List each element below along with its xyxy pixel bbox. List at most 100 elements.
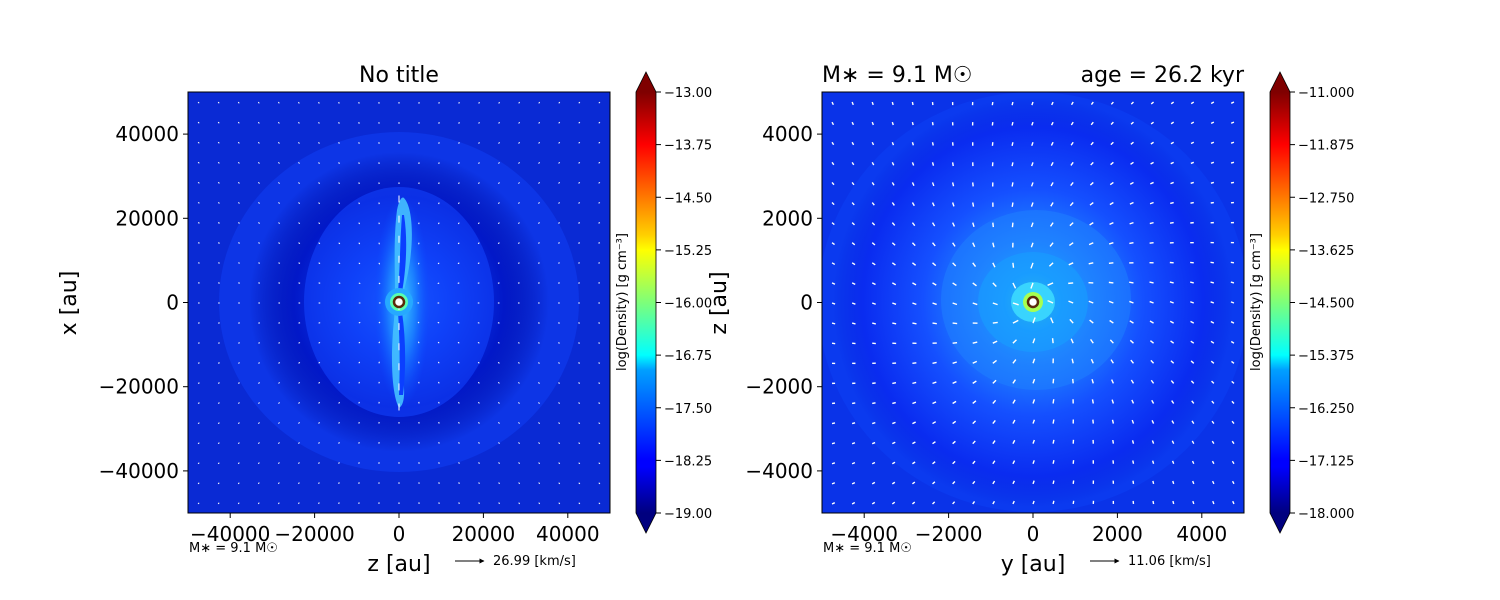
velocity-arrow [952,481,956,485]
x-tick-label: −40000 [190,522,270,546]
velocity-arrow [1012,282,1017,289]
velocity-arrow [298,242,301,244]
velocity-arrow [497,222,500,225]
velocity-arrow [558,161,561,164]
velocity-arrow [911,121,914,126]
velocity-arrow [892,401,896,405]
velocity-arrow [437,262,440,265]
velocity-arrow [1012,339,1017,344]
velocity-arrow [911,262,917,266]
velocity-arrow [598,482,601,485]
velocity-arrow [1011,142,1014,146]
velocity-arrow [911,202,915,207]
velocity-arrow [1129,181,1134,185]
velocity-arrow [1190,340,1195,344]
x-tick-label: −2000 [915,522,983,546]
velocity-arrow [1110,121,1114,125]
velocity-arrow [517,242,520,244]
velocity-arrow [437,341,440,344]
velocity-arrow [1170,181,1174,185]
velocity-arrow [1108,300,1114,304]
colorbar-tick-label: −14.50 [664,191,712,206]
colorbar-tick-label: −15.25 [664,244,712,259]
velocity-arrow [417,262,420,265]
velocity-arrow [197,161,200,164]
velocity-arrow [538,442,541,445]
velocity-arrow [498,462,500,465]
velocity-arrow [1230,281,1235,284]
velocity-arrow [518,202,520,204]
colorbar-tick-label: −13.625 [1298,244,1354,259]
velocity-arrow [1050,317,1054,324]
velocity-arrow [598,502,601,505]
velocity-arrow [1109,181,1114,186]
colorbar-tick-label: −18.000 [1298,507,1354,522]
velocity-arrow [1089,201,1094,206]
velocity-arrow [217,101,220,104]
velocity-arrow [237,442,240,445]
velocity-arrow [237,402,240,404]
velocity-arrow [438,381,440,384]
velocity-arrow [598,121,601,124]
velocity-arrow [298,442,300,444]
colorbar-tick-label: −18.25 [664,454,712,469]
velocity-arrow [558,462,561,465]
colorbar-tick-label: −17.125 [1298,454,1354,469]
velocity-arrow [992,460,996,465]
velocity-arrow [497,262,500,264]
velocity-arrow [298,101,300,104]
velocity-arrow [871,242,876,246]
velocity-arrow [237,121,240,124]
velocity-arrow [1150,359,1155,364]
velocity-arrow [378,262,381,265]
velocity-arrow [318,381,321,384]
velocity-arrow [237,101,240,104]
velocity-arrow [972,501,976,505]
velocity-arrow [378,242,380,245]
velocity-arrow [278,222,281,224]
velocity-arrow [278,462,280,465]
velocity-arrow [1231,420,1235,425]
velocity-arrow [458,421,460,424]
velocity-arrow [912,421,916,425]
velocity-arrow [417,341,420,344]
left-density-map [188,92,610,513]
velocity-arrow [237,482,240,485]
velocity-arrow [517,222,520,224]
velocity-arrow [1070,181,1074,187]
velocity-arrow [1150,161,1154,165]
velocity-arrow [1230,301,1235,304]
velocity-arrow [952,341,958,344]
velocity-arrow [951,222,956,227]
velocity-arrow [338,162,340,165]
velocity-arrow [1068,262,1074,266]
velocity-arrow [1030,182,1034,187]
velocity-arrow [318,242,321,245]
velocity-arrow [1030,282,1034,289]
velocity-arrow [578,502,581,505]
velocity-arrow [1012,302,1019,306]
velocity-arrow [217,161,220,164]
velocity-arrow [1171,420,1175,424]
velocity-arrow [478,182,480,185]
velocity-arrow [257,442,260,445]
velocity-arrow [518,182,520,184]
velocity-arrow [1012,439,1016,444]
velocity-arrow [892,382,897,385]
velocity-arrow [952,361,957,364]
velocity-arrow [298,462,300,465]
velocity-arrow [912,481,916,485]
velocity-arrow [558,402,561,404]
colorbar-tick-label: −15.375 [1298,349,1354,364]
velocity-arrow [1131,419,1135,424]
velocity-arrow [278,382,281,384]
velocity-arrow [1230,321,1235,324]
velocity-arrow [1129,320,1134,324]
velocity-arrow [318,142,320,144]
velocity-arrow [851,282,856,286]
velocity-arrow [538,121,541,124]
velocity-arrow [891,101,894,106]
velocity-arrow [338,341,341,344]
velocity-arrow [578,462,581,465]
velocity-arrow [1030,242,1034,248]
